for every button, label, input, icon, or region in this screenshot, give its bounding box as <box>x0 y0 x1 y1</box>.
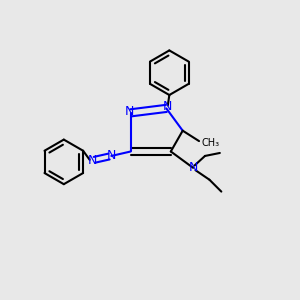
Text: N: N <box>87 154 97 167</box>
Text: N: N <box>124 105 134 118</box>
Text: CH₃: CH₃ <box>201 138 220 148</box>
Text: N: N <box>188 161 198 174</box>
Text: N: N <box>163 100 172 113</box>
Text: N: N <box>107 149 116 162</box>
